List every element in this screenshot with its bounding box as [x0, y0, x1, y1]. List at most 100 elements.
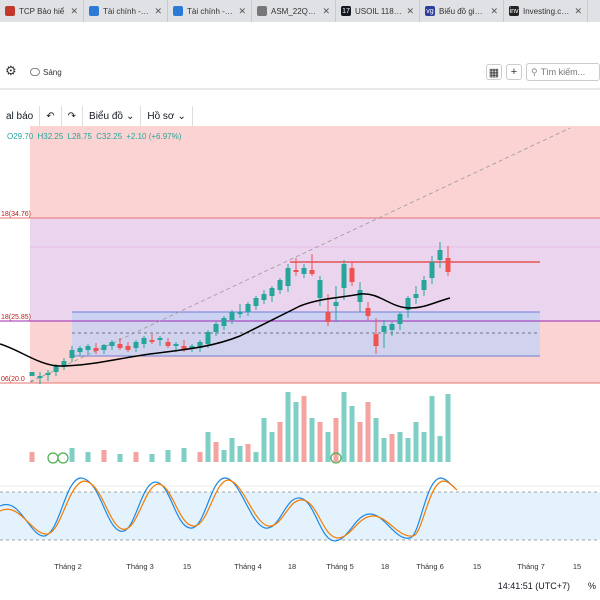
browser-tab[interactable]: inv Investing.com - St✕ — [504, 0, 588, 22]
volume-bar — [309, 418, 315, 462]
candle — [221, 318, 227, 326]
candle — [45, 373, 51, 375]
gear-icon[interactable]: ⚙ — [5, 63, 17, 78]
browser-tab[interactable]: ASM_22Q1_BCTC_ ✕ — [252, 0, 336, 22]
candle — [413, 294, 419, 298]
volume-bar — [317, 422, 323, 462]
investing-icon: inv — [509, 6, 519, 16]
percent-toggle[interactable]: % — [587, 581, 596, 591]
search-box[interactable]: ⚲ — [526, 63, 600, 81]
tradingview-icon: 17 — [341, 6, 351, 16]
volume-bar — [357, 422, 363, 462]
candle — [309, 270, 315, 274]
volume-bar — [341, 392, 347, 462]
price-chart[interactable]: 18(34.76) 18(25.85) 06(20.0 Tháng 2 Tháng 3 1… — [0, 126, 600, 578]
time-axis-label: 15 — [573, 562, 581, 571]
volume-bar — [237, 446, 243, 462]
time-axis-label: Tháng 5 — [326, 562, 354, 571]
close-icon[interactable]: ✕ — [70, 5, 78, 16]
undo-button[interactable]: ↶ — [40, 106, 62, 126]
level-label: 18(25.85) — [1, 314, 31, 321]
redo-button[interactable]: ↷ — [62, 106, 84, 126]
candle — [69, 350, 75, 358]
volume-bar — [29, 452, 35, 462]
browser-tab[interactable]: 17 USOIL 118.91 ▼ -✕ — [336, 0, 420, 22]
volume-bar — [221, 450, 227, 462]
volume-bar — [229, 438, 235, 462]
stoch-k-line — [0, 477, 456, 542]
profile-menu-label: Hồ sơ — [147, 110, 175, 122]
candle — [29, 372, 35, 376]
candle — [157, 338, 163, 340]
alert-button[interactable]: al báo — [0, 106, 41, 126]
vietstock-icon — [5, 6, 15, 16]
chart-menu-button[interactable]: Biểu đồ ⌄ — [83, 106, 142, 126]
event-badge-icon — [57, 452, 69, 464]
zone-upper — [30, 126, 600, 218]
volume-bar — [285, 392, 291, 462]
candle — [245, 304, 251, 312]
candle — [261, 294, 267, 300]
volume-bar — [149, 454, 155, 462]
browser-tab[interactable]: Tài chính - Chi tiết ✕ — [84, 0, 168, 22]
tab-title: Biểu đồ giá vàng S — [439, 6, 486, 16]
volume-bar — [133, 452, 139, 462]
event-badge-icon — [330, 452, 342, 464]
candle — [373, 334, 379, 346]
volume-bar — [389, 434, 395, 462]
volume-bar — [373, 418, 379, 462]
search-icon: ⚲ — [531, 66, 538, 77]
candle — [429, 262, 435, 278]
time-axis-label: 18 — [381, 562, 389, 571]
browser-tab[interactable]: vg Biểu đồ giá vàng S ✕ — [420, 0, 504, 22]
volume-bar — [349, 406, 355, 462]
goldprice-icon: vg — [425, 6, 435, 16]
ohlc-high: H32.25 — [37, 132, 64, 141]
candle — [365, 308, 371, 316]
candle — [125, 346, 131, 350]
time-axis-label: Tháng 4 — [234, 562, 262, 571]
candle — [317, 280, 323, 298]
volume-bar — [301, 396, 307, 462]
theme-label: Sáng — [43, 67, 62, 77]
volume-bar — [245, 444, 251, 462]
volume-bar — [429, 396, 435, 462]
candle — [149, 340, 155, 342]
profile-menu-button[interactable]: Hồ sơ ⌄ — [141, 106, 193, 126]
candle — [189, 346, 195, 348]
browser-tab[interactable]: Tài chính - Chi tiết ✕ — [168, 0, 252, 22]
volume-bar — [333, 418, 339, 462]
candle — [229, 312, 235, 320]
chart-toolbar: al báo ↶ ↷ Biểu đồ ⌄ Hồ sơ ⌄ — [0, 106, 193, 126]
ohlc-change: +2.10 (+6.97%) — [126, 132, 182, 141]
close-icon[interactable]: ✕ — [574, 5, 582, 16]
layout-grid-icon[interactable]: ▦ — [486, 64, 502, 80]
candle — [341, 264, 347, 288]
candle — [349, 268, 355, 282]
browser-tab[interactable]: TCP Bảo hiể ✕ — [0, 0, 84, 22]
add-icon[interactable]: + — [506, 64, 522, 80]
search-input[interactable] — [540, 67, 593, 77]
close-icon[interactable]: ✕ — [490, 5, 498, 16]
close-icon[interactable]: ✕ — [322, 5, 330, 16]
time-axis-label: 15 — [473, 562, 481, 571]
close-icon[interactable]: ✕ — [238, 5, 246, 16]
browser-tabbar: TCP Bảo hiể✕Tài chính - Chi tiết✕Tài chí… — [0, 0, 600, 22]
volume-bar — [381, 438, 387, 462]
candle — [421, 280, 427, 290]
close-icon[interactable]: ✕ — [406, 5, 414, 16]
status-bar: 14:41:51 (UTC+7) % — [0, 578, 600, 594]
candle — [93, 348, 99, 351]
volume-bar — [277, 422, 283, 462]
ohlc-low: L28.75 — [67, 132, 92, 141]
tab-title: USOIL 118.91 ▼ - — [355, 6, 403, 16]
theme-toggle[interactable]: Sáng — [30, 66, 62, 78]
globe-icon — [257, 6, 267, 16]
volume-bar — [205, 432, 211, 462]
volume-bar — [365, 402, 371, 462]
tab-title: Tài chính - Chi tiết — [187, 6, 234, 16]
close-icon[interactable]: ✕ — [154, 5, 162, 16]
candle — [53, 366, 59, 372]
candle — [237, 312, 243, 314]
volume-bar — [293, 402, 299, 462]
